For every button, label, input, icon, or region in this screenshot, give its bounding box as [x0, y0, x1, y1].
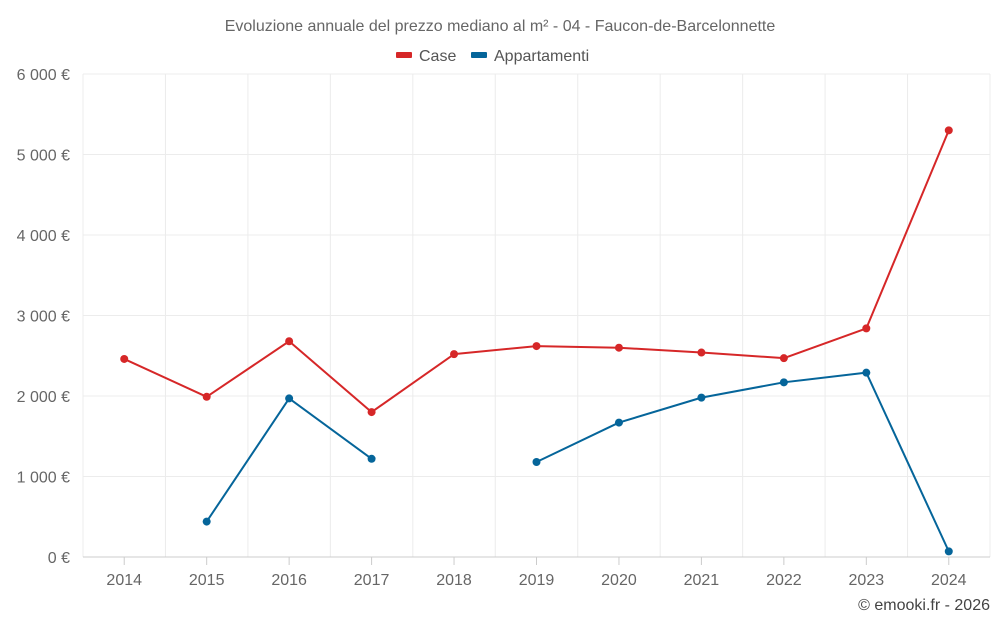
axes: 0 € 1 000 € 2 000 € 3 000 € 4 000 € 5 000 € 6 … [17, 67, 990, 589]
grid [82, 73, 991, 557]
y-tick-label: 3 000 € [17, 309, 70, 326]
legend-swatch-appartamenti [471, 52, 487, 58]
y-tick-label: 5 000 € [17, 148, 70, 165]
legend-label-appartamenti[interactable]: Appartamenti [494, 48, 589, 65]
data-point-case-2018[interactable] [450, 350, 459, 359]
data-point-appartamenti-2022[interactable] [779, 378, 788, 387]
series-appartamenti [202, 368, 953, 556]
plot-area [120, 126, 953, 556]
x-tick-label: 2020 [601, 572, 637, 589]
y-tick-label: 0 € [48, 550, 70, 567]
credit: © emooki.fr - 2026 [858, 597, 990, 614]
data-point-case-2020[interactable] [614, 343, 623, 352]
x-tick-label: 2017 [354, 572, 390, 589]
legend: Case Appartamenti [396, 48, 589, 65]
x-tick-label: 2024 [931, 572, 967, 589]
y-tick-label: 4 000 € [17, 228, 70, 245]
series-line-appartamenti [536, 371, 950, 552]
data-point-appartamenti-2021[interactable] [697, 393, 706, 402]
data-point-appartamenti-2016[interactable] [285, 394, 294, 403]
y-tick-label: 6 000 € [17, 67, 70, 84]
x-tick-label: 2014 [106, 572, 142, 589]
x-tick-label: 2019 [519, 572, 555, 589]
series-case [120, 126, 953, 417]
data-point-case-2022[interactable] [779, 354, 788, 363]
data-point-case-2021[interactable] [697, 348, 706, 357]
x-tick-label: 2016 [271, 572, 307, 589]
x-tick-label: 2018 [436, 572, 472, 589]
x-tick-label: 2021 [684, 572, 720, 589]
x-tick-label: 2023 [849, 572, 885, 589]
legend-label-case[interactable]: Case [419, 48, 456, 65]
x-tick-label: 2022 [766, 572, 802, 589]
data-point-case-2017[interactable] [367, 408, 376, 417]
data-point-appartamenti-2023[interactable] [862, 368, 871, 377]
y-tick-label: 2 000 € [17, 389, 70, 406]
data-point-case-2015[interactable] [202, 392, 211, 401]
chart-title: Evoluzione annuale del prezzo mediano al… [225, 18, 776, 35]
data-point-case-2014[interactable] [120, 354, 129, 363]
data-point-appartamenti-2019[interactable] [532, 458, 541, 467]
data-point-case-2016[interactable] [285, 337, 294, 346]
data-point-case-2019[interactable] [532, 342, 541, 351]
series-line-appartamenti [205, 397, 373, 523]
data-point-appartamenti-2020[interactable] [614, 418, 623, 427]
data-point-case-2024[interactable] [944, 126, 953, 135]
data-point-appartamenti-2017[interactable] [367, 454, 376, 463]
data-point-appartamenti-2015[interactable] [202, 517, 211, 526]
legend-swatch-case [396, 52, 412, 58]
data-point-case-2023[interactable] [862, 324, 871, 333]
x-tick-label: 2015 [189, 572, 225, 589]
y-tick-label: 1 000 € [17, 470, 70, 487]
data-point-appartamenti-2024[interactable] [944, 547, 953, 556]
